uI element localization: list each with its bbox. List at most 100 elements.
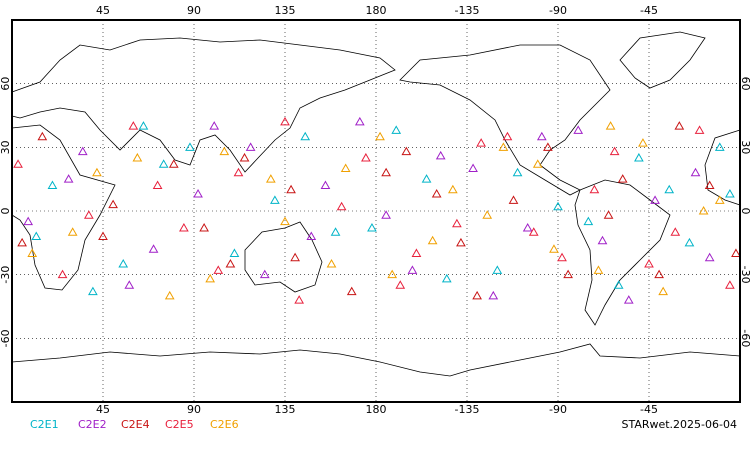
observation-marker (597, 235, 608, 245)
x-tick-label-top: 135 (275, 4, 296, 17)
africa (11, 124, 116, 291)
observation-marker (401, 146, 412, 156)
x-tick-label-top: 45 (96, 4, 110, 17)
observation-marker (17, 237, 27, 247)
observation-marker (179, 222, 189, 232)
observation-marker (472, 290, 482, 300)
observation-marker (387, 269, 398, 279)
observation-marker (456, 237, 466, 247)
observation-marker (468, 163, 478, 173)
observation-marker (714, 142, 725, 151)
observation-marker (492, 265, 503, 274)
observation-marker (346, 286, 357, 296)
observation-marker (280, 216, 290, 226)
observation-marker (31, 231, 42, 240)
observation-marker (407, 265, 418, 274)
observation-marker (336, 201, 347, 211)
x-tick-label-top: 180 (366, 4, 387, 17)
x-tick-label-bottom: -135 (455, 403, 480, 416)
y-tick-label-left: 30 (0, 140, 12, 154)
observation-marker (603, 210, 614, 219)
observation-marker (98, 231, 108, 240)
observation-marker (213, 265, 224, 274)
observation-marker (613, 280, 624, 289)
observation-marker (605, 121, 616, 130)
observation-marker (502, 131, 513, 141)
observation-marker (219, 146, 230, 156)
y-tick-label-right: 60 (739, 77, 750, 91)
observation-marker (381, 210, 391, 219)
observation-marker (245, 142, 256, 151)
observation-marker (634, 152, 644, 162)
x-tick-label-bottom: 135 (275, 403, 296, 416)
observation-marker (593, 265, 604, 274)
observation-marker (395, 280, 406, 289)
observation-marker (290, 252, 300, 262)
observation-marker (168, 159, 179, 168)
observation-marker (670, 227, 681, 236)
observation-marker (725, 189, 735, 198)
observation-marker (482, 210, 493, 219)
observation-marker (644, 259, 654, 268)
observation-marker (108, 199, 118, 209)
x-tick-label-top: -45 (640, 4, 658, 17)
observation-marker (280, 116, 290, 126)
observation-marker (326, 259, 337, 268)
observation-marker (431, 189, 442, 198)
observation-marker (714, 195, 725, 204)
observation-marker (375, 131, 385, 141)
observation-marker (132, 152, 143, 162)
x-tick-label-bottom: -45 (640, 403, 658, 416)
observation-marker (361, 152, 371, 162)
observation-marker (583, 216, 594, 226)
greenland (619, 31, 706, 89)
y-tick-label-left: 0 (0, 208, 12, 215)
y-tick-label-right: 30 (739, 140, 750, 154)
observation-marker (57, 269, 68, 279)
observation-marker (225, 259, 236, 268)
observation-marker (522, 222, 533, 232)
x-tick-label-bottom: 180 (366, 403, 387, 416)
legend-label: C2E5 (165, 418, 194, 431)
observation-marker (421, 174, 432, 183)
observation-marker (128, 121, 139, 130)
observation-marker (553, 201, 563, 211)
observation-marker (690, 167, 701, 177)
observation-marker (725, 280, 735, 289)
x-tick-label-top: 90 (187, 4, 201, 17)
observation-marker (354, 116, 365, 126)
x-tick-label-top: -90 (549, 4, 567, 17)
observation-marker (118, 259, 129, 268)
observation-marker (498, 142, 509, 151)
y-tick-label-right: -30 (739, 266, 750, 284)
observation-marker (452, 218, 462, 228)
observation-marker (589, 184, 600, 194)
observation-marker (435, 150, 446, 160)
observation-marker (508, 195, 519, 204)
observation-marker (88, 286, 98, 296)
observation-marker (320, 180, 331, 190)
observation-marker (367, 222, 377, 232)
x-tick-label-bottom: 90 (187, 403, 201, 416)
observation-marker (138, 121, 149, 130)
observation-marker (654, 269, 664, 279)
observation-marker (67, 227, 78, 236)
observation-marker (259, 269, 270, 279)
observation-marker (92, 167, 102, 177)
y-tick-label-right: -60 (739, 329, 750, 347)
eurasia (11, 37, 396, 173)
observation-marker (148, 244, 159, 253)
observation-marker (199, 222, 209, 232)
antarctica (11, 343, 741, 377)
observation-marker (23, 216, 34, 226)
observation-marker (239, 152, 250, 162)
observation-marker (164, 290, 175, 300)
observation-marker (698, 205, 709, 215)
west-africa (704, 129, 741, 206)
observations (13, 116, 741, 304)
observation-marker (330, 227, 341, 236)
observation-marker (731, 248, 741, 257)
observation-marker (158, 159, 169, 168)
observation-marker (209, 121, 220, 130)
legend-label: C2E4 (121, 418, 150, 431)
